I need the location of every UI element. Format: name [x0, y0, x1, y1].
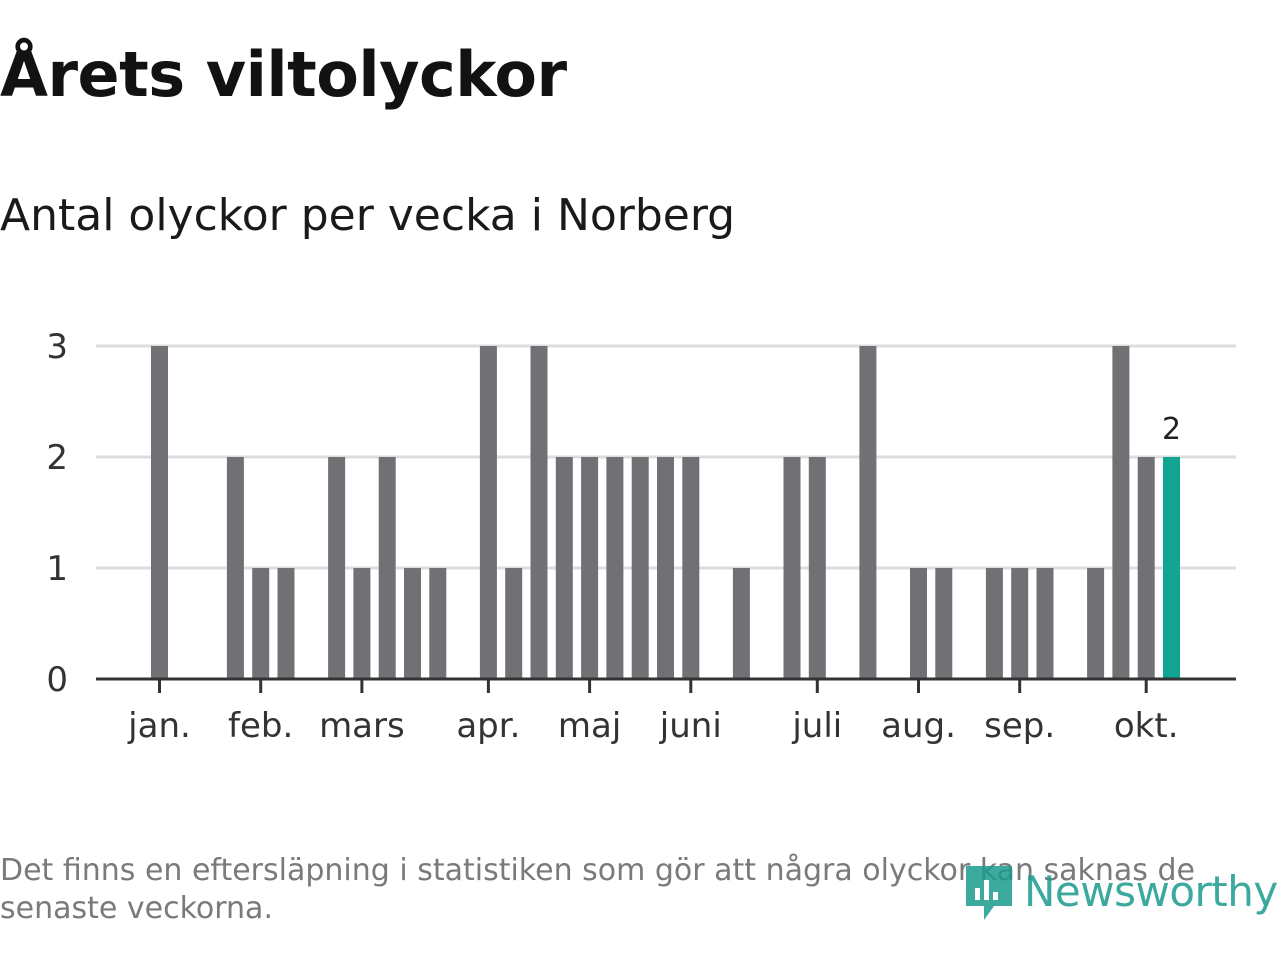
bar: [1087, 568, 1105, 679]
bar: [985, 568, 1003, 679]
highlight-value-label: 2: [1162, 412, 1181, 447]
bar: [732, 568, 750, 679]
x-tick-label: maj: [558, 706, 621, 746]
bar: [910, 568, 927, 679]
annotations: 2: [1162, 412, 1181, 447]
bar: [935, 568, 953, 679]
bar: [252, 568, 270, 679]
bar: [859, 346, 877, 679]
bar: [581, 457, 599, 679]
chart-subtitle: Antal olyckor per vecka i Norberg: [0, 190, 736, 241]
bar-highlight: [1163, 457, 1180, 679]
bar: [429, 568, 447, 679]
bar: [783, 457, 801, 679]
x-tick-label: mars: [319, 706, 405, 746]
bars: [151, 346, 1180, 679]
bar: [404, 568, 421, 679]
brand-logo: Newsworthy: [962, 858, 1278, 924]
bar: [1036, 568, 1054, 679]
x-axis-ticks: [158, 679, 1148, 693]
bar: [555, 457, 573, 679]
newsworthy-logo-icon: [966, 866, 1012, 920]
x-tick-label: feb.: [228, 706, 293, 746]
y-axis-labels: 0 1 2 3: [46, 327, 68, 700]
x-tick-label: juli: [791, 706, 842, 746]
bar: [606, 457, 624, 679]
x-tick-label: jan.: [127, 706, 191, 746]
bar: [226, 457, 244, 679]
bar: [682, 457, 700, 679]
bar: [631, 457, 649, 679]
bar: [1112, 346, 1130, 679]
x-tick-label: aug.: [881, 706, 956, 746]
y-tick-label: 3: [46, 327, 68, 367]
bar: [277, 568, 295, 679]
bar: [151, 346, 168, 679]
bar: [1137, 457, 1155, 679]
x-tick-label: sep.: [984, 706, 1055, 746]
bar: [353, 568, 371, 679]
bar: [479, 346, 497, 679]
y-tick-label: 0: [46, 660, 68, 700]
bar: [657, 457, 674, 679]
x-tick-label: juni: [659, 706, 722, 746]
bar: [378, 457, 396, 679]
bar-chart: 0 1 2 3 jan. feb. mars apr. maj juni juli aug. sep.…: [46, 327, 1236, 746]
bar: [505, 568, 523, 679]
brand-name: Newsworthy: [1024, 866, 1278, 916]
bar: [530, 346, 548, 679]
y-tick-label: 2: [46, 438, 68, 478]
bar: [328, 457, 346, 679]
x-axis-labels: jan. feb. mars apr. maj juni juli aug. sep. okt.: [127, 706, 1178, 746]
chart-title: Årets viltolyckor: [0, 38, 567, 111]
y-tick-label: 1: [46, 549, 68, 589]
x-tick-label: apr.: [456, 706, 520, 746]
x-tick-label: okt.: [1114, 706, 1179, 746]
bar: [1011, 568, 1029, 679]
bar: [808, 457, 826, 679]
